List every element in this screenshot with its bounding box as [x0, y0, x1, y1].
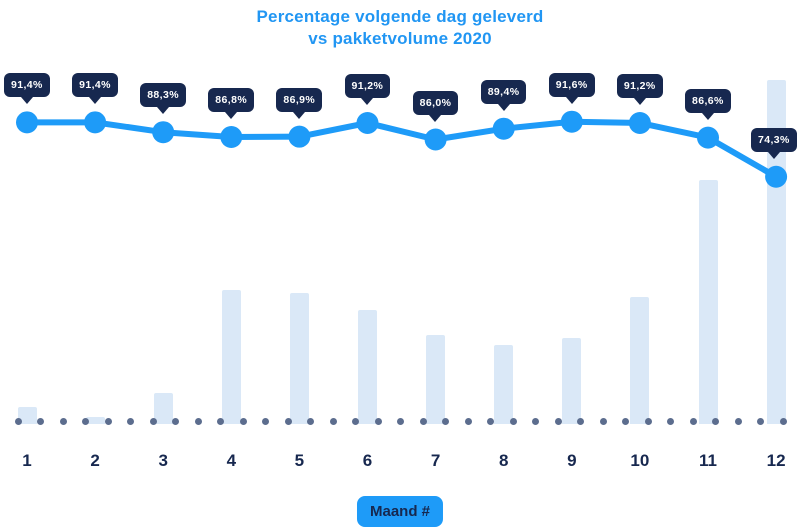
- baseline-dot: [262, 417, 269, 425]
- data-point-month-6: [356, 111, 379, 134]
- baseline-dot: [239, 417, 247, 425]
- value-callout-month-8: 89,4%: [480, 79, 527, 104]
- data-point-month-3: [152, 121, 175, 144]
- baseline-dot: [284, 417, 292, 425]
- baseline-dot: [734, 417, 742, 425]
- x-tick-label-6: 6: [362, 451, 373, 470]
- baseline-dot: [622, 417, 629, 425]
- data-point-month-11: [697, 126, 719, 149]
- x-tick-label-1: 1: [22, 451, 32, 470]
- x-tick-label-12: 12: [766, 451, 786, 470]
- baseline-dot: [217, 417, 224, 425]
- volume-bar-month-5: [289, 293, 309, 424]
- baseline-dot: [487, 417, 494, 425]
- baseline-dot: [554, 417, 562, 425]
- data-point-month-4: [220, 125, 243, 148]
- data-point-month-8: [492, 117, 515, 140]
- volume-bar-month-6: [358, 310, 377, 424]
- data-point-month-7: [424, 128, 447, 151]
- volume-bar-month-7: [426, 334, 446, 424]
- baseline-dot: [644, 417, 652, 425]
- data-point-month-9: [560, 110, 583, 133]
- value-callout-month-9: 91,6%: [548, 72, 595, 97]
- baseline-dot: [442, 417, 449, 425]
- baseline-dot: [352, 417, 359, 425]
- value-callout-month-2: 91,4%: [72, 73, 118, 98]
- baseline-dot: [712, 417, 719, 425]
- data-point-month-2: [84, 111, 107, 134]
- baseline-dot: [577, 417, 584, 425]
- x-tick-label-8: 8: [498, 451, 509, 470]
- chart-title: Percentage volgende dag geleverd vs pakk…: [0, 6, 800, 50]
- volume-bar-month-4: [221, 289, 241, 424]
- x-tick-label-11: 11: [699, 451, 717, 470]
- baseline-dot: [172, 417, 179, 425]
- value-callout-month-10: 91,2%: [616, 73, 663, 98]
- value-callout-month-4: 86,8%: [208, 87, 255, 112]
- volume-bar-month-1: [17, 406, 37, 424]
- value-callout-month-11: 86,6%: [685, 88, 731, 113]
- baseline-dot: [464, 417, 472, 425]
- baseline-dot: [374, 417, 382, 425]
- baseline-dot: [104, 417, 112, 425]
- baseline-dot: [82, 417, 89, 425]
- baseline-dot: [667, 417, 674, 425]
- volume-bar-month-12: [766, 80, 786, 424]
- x-tick-label-3: 3: [158, 451, 168, 470]
- baseline-dot: [397, 417, 404, 425]
- baseline-dot: [329, 417, 337, 425]
- baseline-dot: [599, 417, 607, 425]
- x-tick-label-4: 4: [226, 451, 237, 470]
- chart-title-line1: Percentage volgende dag geleverd: [256, 7, 544, 26]
- x-tick-label-7: 7: [430, 451, 441, 470]
- baseline-dot: [779, 417, 787, 425]
- value-callout-month-1: 91,4%: [4, 73, 50, 98]
- baseline-dot: [307, 417, 314, 425]
- volume-bar-month-8: [494, 344, 514, 424]
- value-callout-month-7: 86,0%: [412, 90, 459, 115]
- data-point-month-5: [288, 125, 311, 148]
- baseline-dot: [149, 417, 157, 425]
- data-point-month-12: [765, 165, 788, 188]
- baseline-dot: [757, 417, 764, 425]
- baseline-dot: [59, 417, 67, 425]
- x-tick-label-9: 9: [567, 451, 577, 470]
- x-tick-label-5: 5: [294, 451, 305, 470]
- chart-title-line2: vs pakketvolume 2020: [308, 29, 492, 48]
- baseline-dot: [194, 417, 202, 425]
- volume-bar-month-3: [153, 393, 173, 424]
- value-callout-month-5: 86,9%: [276, 87, 323, 112]
- baseline-dot: [14, 417, 22, 425]
- data-point-month-10: [628, 111, 651, 134]
- baseline-dot: [509, 417, 517, 425]
- baseline-dot: [689, 417, 697, 425]
- volume-bar-month-11: [698, 179, 718, 424]
- x-axis-label-badge: Maand #: [356, 496, 444, 527]
- x-tick-label-2: 2: [90, 451, 100, 470]
- volume-bar-month-2: [85, 417, 105, 424]
- volume-bar-month-10: [630, 296, 650, 424]
- value-callout-month-12: 74,3%: [751, 127, 797, 152]
- percentage-line: [24, 118, 780, 180]
- value-callout-month-6: 91,2%: [344, 73, 391, 98]
- x-tick-label-10: 10: [630, 451, 650, 470]
- baseline-dot: [127, 417, 134, 425]
- value-callout-month-3: 88,3%: [140, 83, 186, 108]
- volume-bar-month-9: [562, 338, 582, 424]
- baseline-dot: [37, 417, 44, 425]
- data-point-month-1: [16, 111, 38, 134]
- baseline-dot: [532, 417, 539, 425]
- baseline-dot: [419, 417, 427, 425]
